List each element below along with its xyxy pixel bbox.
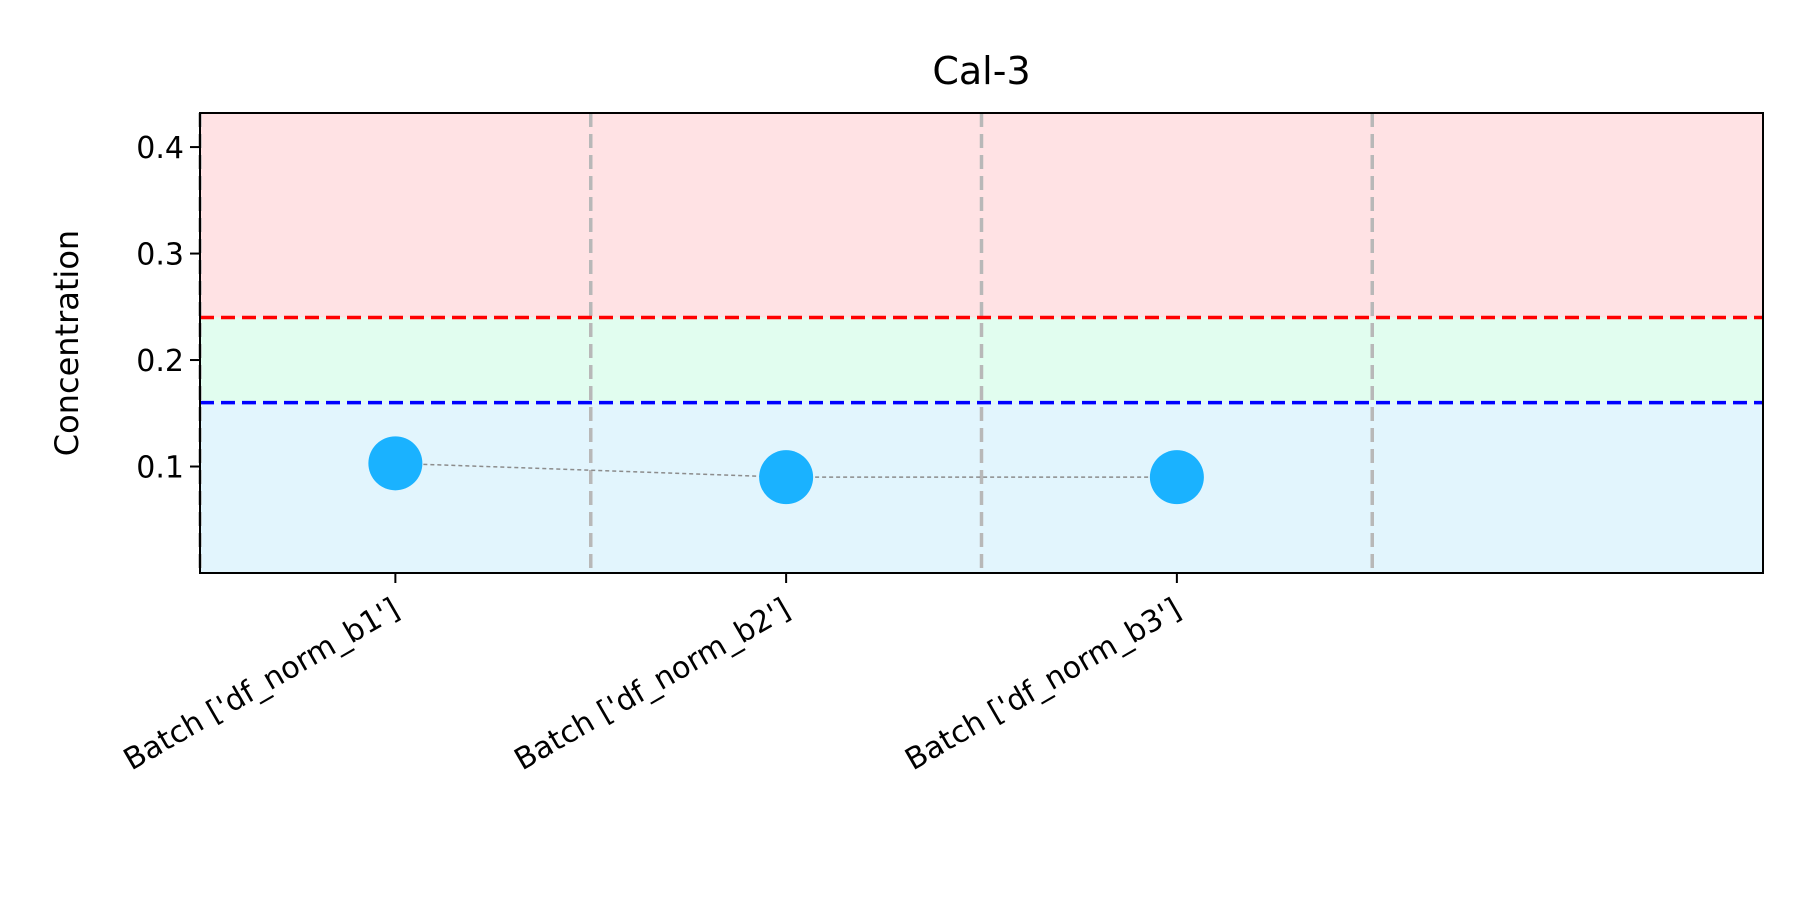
plot-frame: [199, 112, 1764, 574]
y-tick-label: 0.3: [136, 238, 184, 273]
y-tick-label: 0.2: [136, 344, 184, 379]
data-series: [368, 436, 1204, 505]
y-axis-label: Concentration: [48, 230, 86, 456]
y-tick-label: 0.1: [136, 451, 184, 486]
x-tick-label: Batch ['df_norm_b2']: [509, 592, 797, 778]
data-point-2: [759, 450, 814, 505]
data-point-3: [1149, 450, 1204, 505]
reference-lines: [200, 315, 1763, 405]
chart-title: Cal-3: [932, 49, 1030, 93]
data-point-1: [368, 436, 423, 491]
x-tick-label: Batch ['df_norm_b3']: [899, 592, 1187, 778]
series-connector-line: [395, 462, 1177, 478]
x-tick-label: Batch ['df_norm_b1']: [118, 592, 406, 778]
y-axis: 0.1 0.2 0.3 0.4: [136, 131, 200, 486]
x-axis: Batch ['df_norm_b1'] Batch ['df_norm_b2']…: [118, 573, 1187, 778]
y-tick-label: 0.4: [136, 131, 184, 166]
